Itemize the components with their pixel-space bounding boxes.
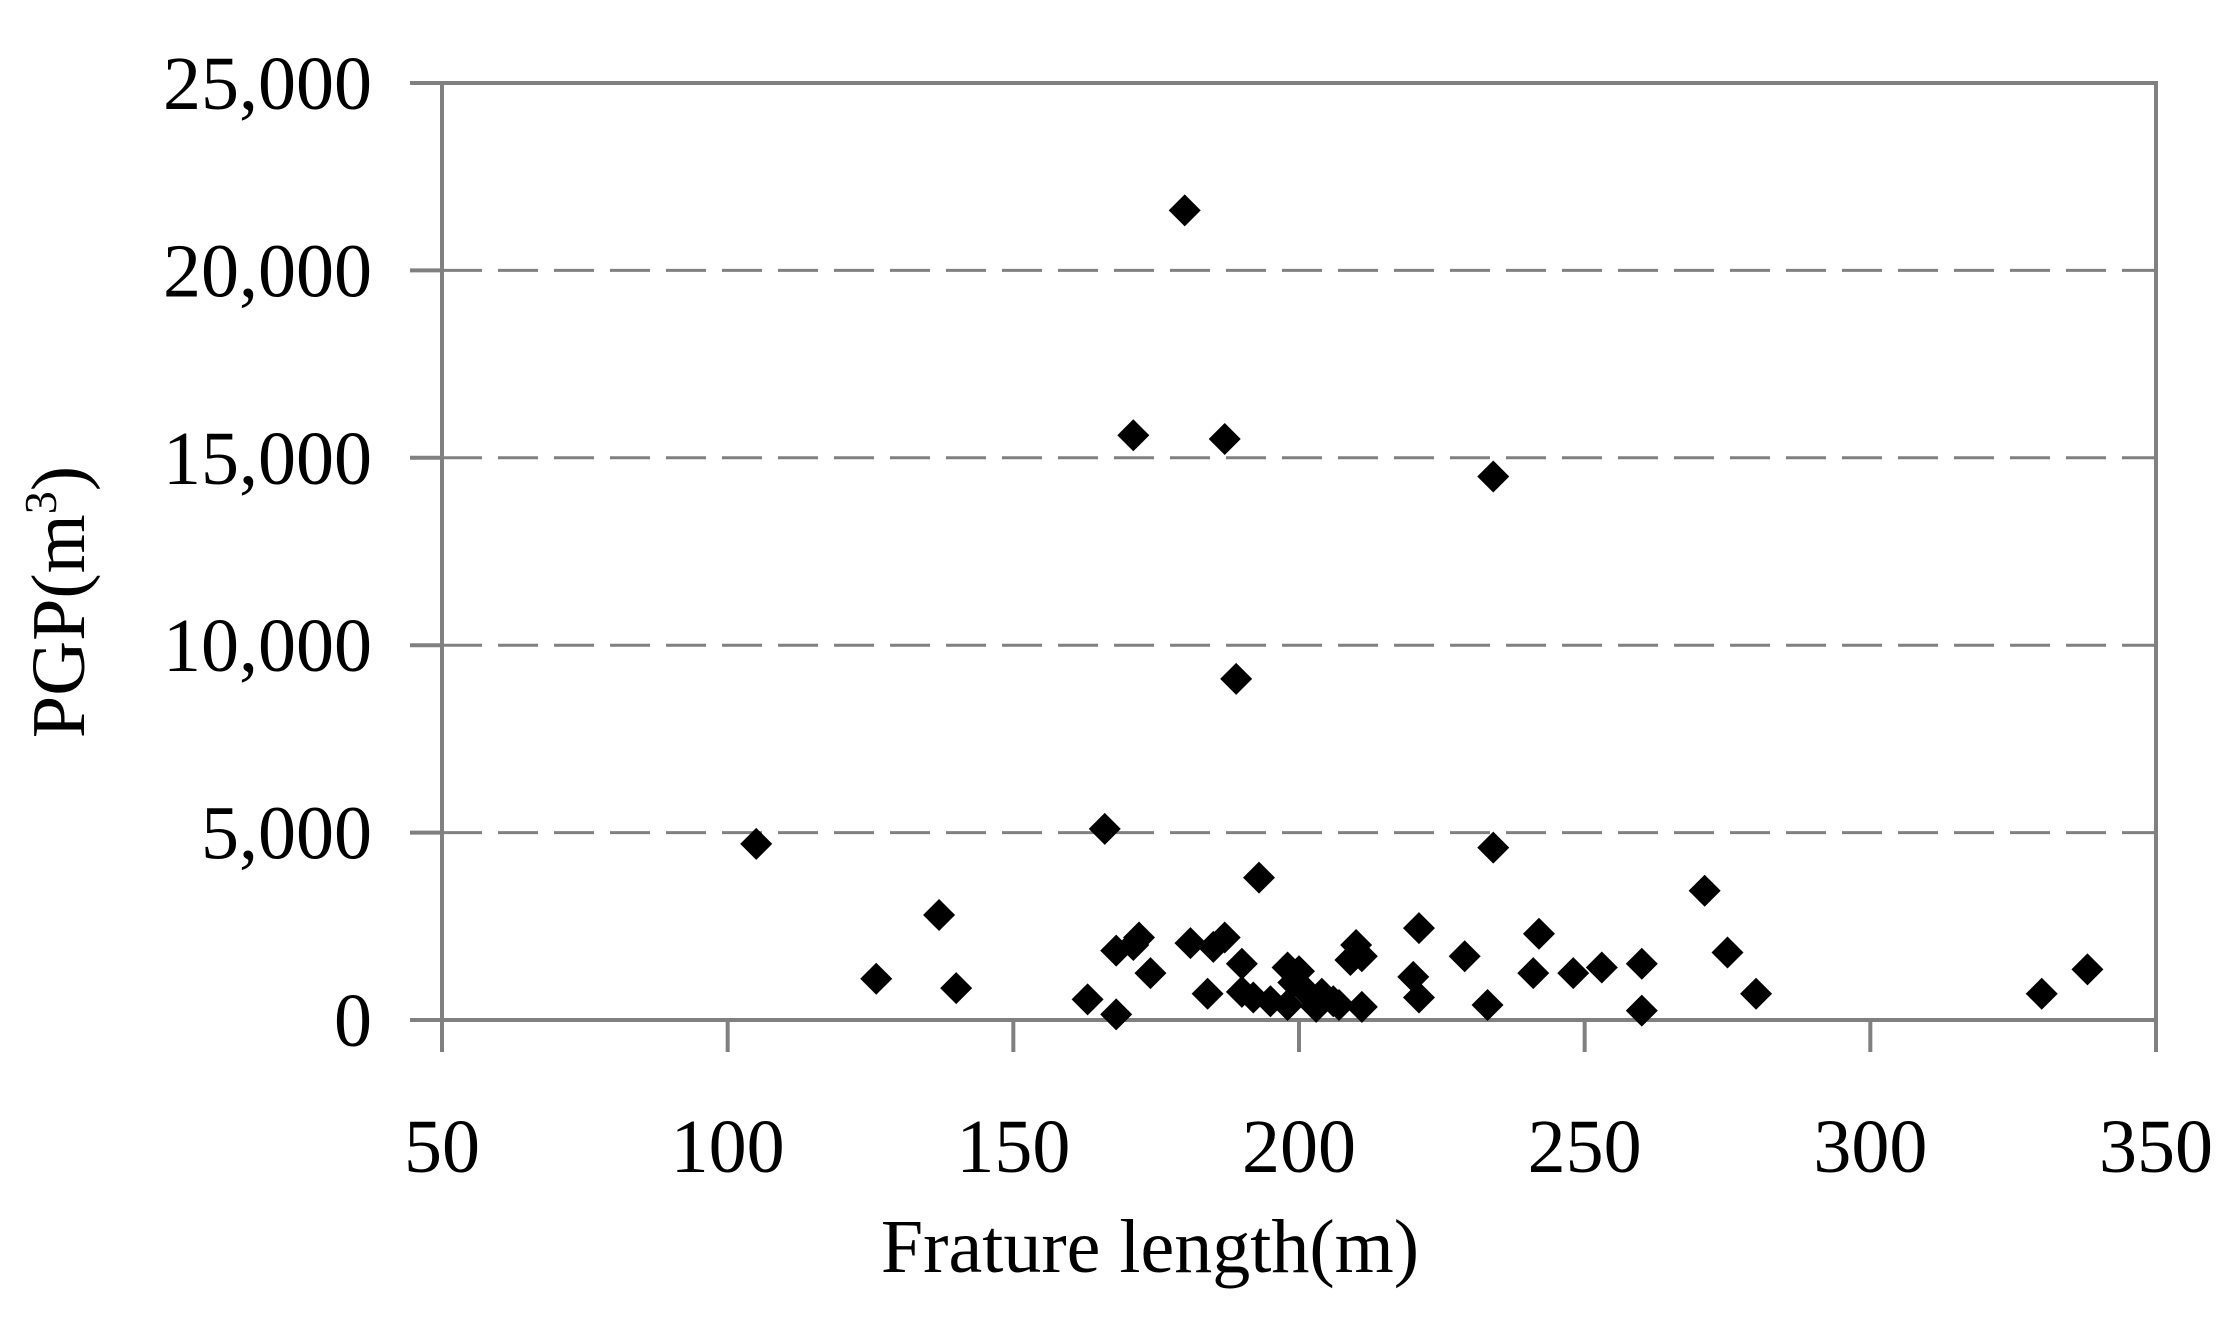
scatter-point [1625,994,1658,1027]
scatter-point [1740,977,1773,1010]
scatter-point [1471,989,1504,1022]
scatter-point [1134,957,1167,990]
data-points [740,194,2104,1031]
y-tick-label: 0 [334,979,372,1063]
scatter-point [1522,917,1555,950]
scatter-point [1168,194,1201,227]
y-tick-label: 15,000 [163,417,372,501]
x-tick-label: 300 [1813,1105,1927,1189]
scatter-point [1345,990,1378,1023]
scatter-point [1517,957,1550,990]
x-axis-label: Frature length(m) [881,1205,1419,1289]
scatter-point [1225,947,1258,980]
scatter-point [1123,921,1156,954]
scatter-point [1220,662,1253,695]
scatter-point [1174,927,1207,960]
scatter-point [860,962,893,995]
y-tick-label: 10,000 [163,604,372,688]
scatter-point [1088,812,1121,845]
scatter-point [940,972,973,1005]
y-axis-label-close: ) [17,466,101,491]
plot-frame [440,81,2158,1022]
scatter-point [1071,983,1104,1016]
scatter-point [2071,953,2104,986]
scatter-point [1448,940,1481,973]
scatter-point [1625,947,1658,980]
y-axis-label: PGP(m3) [15,466,101,738]
y-tick-label: 5,000 [201,792,372,876]
scatter-point [1208,921,1241,954]
scatter-point [1402,981,1435,1014]
scatter-point [1271,989,1304,1022]
scatter-point [1100,998,1133,1031]
scatter-point [1208,423,1241,456]
grid-lines [442,268,2156,835]
y-tick-label: 25,000 [163,42,372,126]
scatter-point [1322,989,1355,1022]
scatter-point [1345,940,1378,973]
scatter-point [1191,977,1224,1010]
y-axis-label-main: PGP(m [17,514,101,738]
axes [410,81,2158,1052]
x-tick-label: 150 [956,1105,1070,1189]
scatter-point [923,899,956,932]
axis-labels: Frature length(m) PGP(m3) [15,466,1419,1289]
scatter-point [1557,957,1590,990]
scatter-point [1585,951,1618,984]
scatter-point [2025,977,2058,1010]
tick-labels: 0 5,000 10,000 15,000 20,000 25,000 50 100 150 20… [163,42,2213,1189]
scatter-point [1688,874,1721,907]
scatter-point [1477,460,1510,493]
x-tick-label: 200 [1242,1105,1356,1189]
y-tick-label: 20,000 [163,229,372,313]
scatter-point [1243,861,1276,894]
x-tick-label: 350 [2099,1105,2213,1189]
x-tick-label: 50 [404,1105,480,1189]
scatter-point [740,827,773,860]
scatter-point [1711,936,1744,969]
y-axis-label-superscript: 3 [15,491,66,514]
x-tick-label: 100 [671,1105,785,1189]
x-tick-label: 250 [1528,1105,1642,1189]
scatter-point [1477,831,1510,864]
scatter-point [1117,419,1150,452]
scatter-point [1402,912,1435,945]
